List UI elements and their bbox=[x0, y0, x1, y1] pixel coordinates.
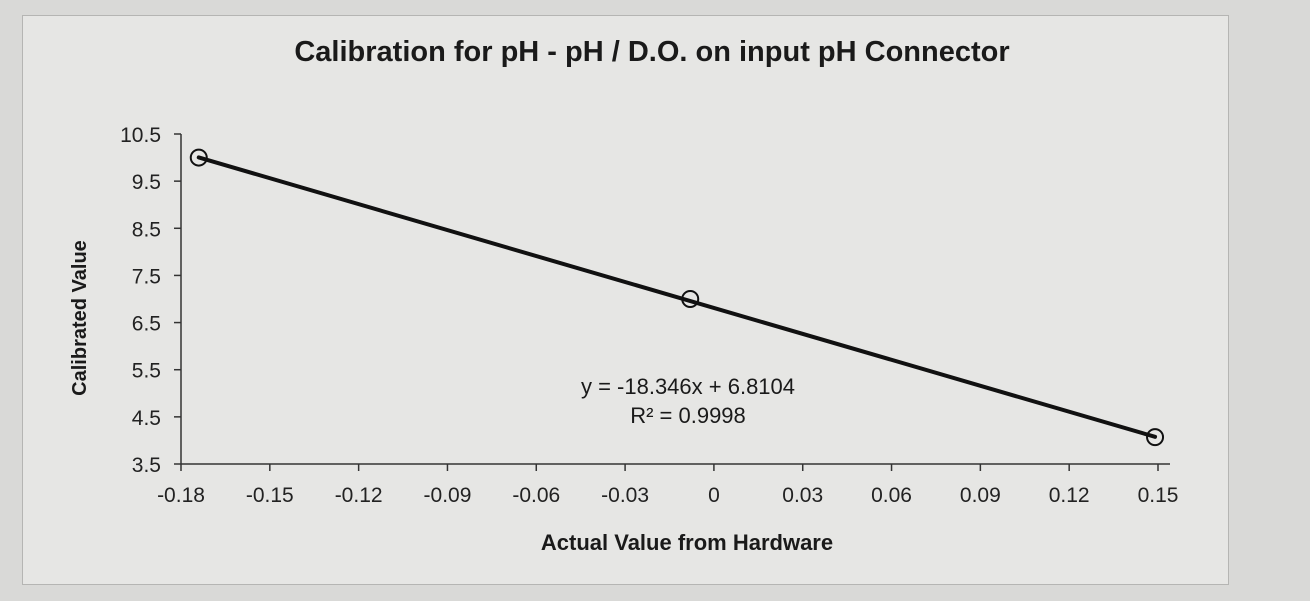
y-tick-label: 4.5 bbox=[132, 407, 161, 430]
x-axis-label: Actual Value from Hardware bbox=[541, 530, 833, 555]
chart-area: Calibration for pH - pH / D.O. on input … bbox=[22, 15, 1229, 585]
x-tick-label: -0.15 bbox=[246, 484, 294, 507]
x-tick-label: -0.09 bbox=[424, 484, 472, 507]
trendline-r-squared: R² = 0.9998 bbox=[630, 403, 746, 428]
y-tick-label: 5.5 bbox=[132, 360, 161, 383]
x-tick-label: -0.03 bbox=[601, 484, 649, 507]
x-tick-label: -0.06 bbox=[512, 484, 560, 507]
y-tick-label: 3.5 bbox=[132, 454, 161, 477]
x-tick-label: 0.03 bbox=[782, 484, 823, 507]
y-axis-label: Calibrated Value bbox=[69, 240, 91, 396]
trendline-equation: y = -18.346x + 6.8104 bbox=[581, 374, 795, 399]
data-point bbox=[1146, 428, 1165, 447]
x-tick-label: -0.12 bbox=[335, 484, 383, 507]
x-tick-label: 0 bbox=[708, 484, 720, 507]
data-point bbox=[681, 290, 700, 308]
data-points bbox=[189, 148, 1165, 447]
y-tick-label: 9.5 bbox=[132, 171, 161, 194]
y-tick-label: 7.5 bbox=[132, 265, 161, 288]
data-point bbox=[189, 148, 208, 167]
y-tick-label: 6.5 bbox=[132, 313, 161, 336]
trendline bbox=[196, 155, 1158, 439]
calibration-chart: Calibration for pH - pH / D.O. on input … bbox=[69, 36, 1178, 555]
x-tick-label: 0.09 bbox=[960, 484, 1001, 507]
x-tick-label: 0.15 bbox=[1138, 484, 1179, 507]
y-tick-label: 8.5 bbox=[132, 218, 161, 241]
chart-title: Calibration for pH - pH / D.O. on input … bbox=[294, 36, 1009, 68]
x-tick-label: 0.12 bbox=[1049, 484, 1090, 507]
trendline-group bbox=[196, 155, 1158, 439]
y-tick-label: 10.5 bbox=[120, 124, 161, 147]
x-tick-label: 0.06 bbox=[871, 484, 912, 507]
axes: 10.5 9.5 8.5 7.5 6.5 5.5 4.5 3.5 -0.18 -0.15 -0.12… bbox=[120, 124, 1178, 507]
x-tick-label: -0.18 bbox=[157, 484, 205, 507]
